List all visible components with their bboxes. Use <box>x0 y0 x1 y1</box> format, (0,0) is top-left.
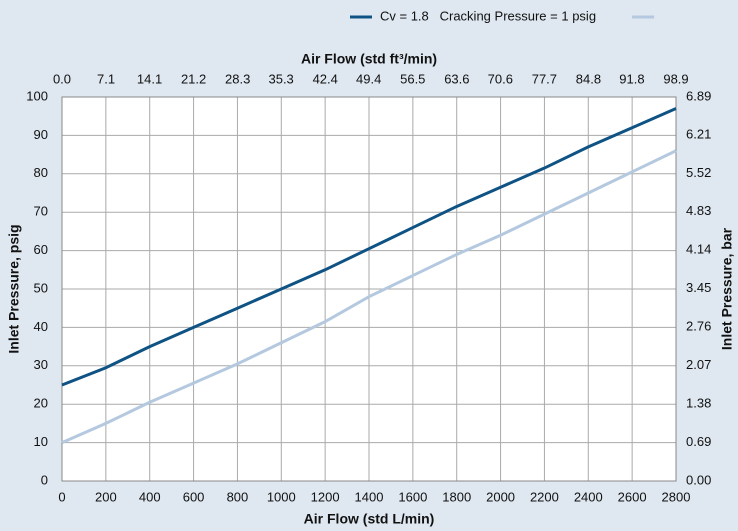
y2-tick-label: 5.52 <box>686 165 711 180</box>
y-tick-label: 40 <box>34 319 48 334</box>
x-tick-label: 600 <box>183 489 205 504</box>
x-tick-label: 2800 <box>662 489 691 504</box>
legend-label: Cv = 1.8 Cracking Pressure = 1 psig <box>380 8 596 23</box>
y2-tick-label: 6.89 <box>686 88 711 103</box>
y-tick-label: 80 <box>34 165 48 180</box>
x-tick-label: 2400 <box>574 489 603 504</box>
x2-tick-label: 77.7 <box>532 71 557 86</box>
x2-tick-label: 0.0 <box>53 71 71 86</box>
y-axis-title: Inlet Pressure, psig <box>6 224 22 353</box>
y2-tick-label: 4.14 <box>686 242 711 257</box>
x-tick-label: 800 <box>227 489 249 504</box>
x2-axis-title: Air Flow (std ft³/min) <box>301 51 437 67</box>
x-tick-label: 2000 <box>486 489 515 504</box>
x2-tick-label: 84.8 <box>576 71 601 86</box>
x2-tick-label: 14.1 <box>137 71 162 86</box>
y-tick-label: 50 <box>34 280 48 295</box>
y2-tick-label: 2.07 <box>686 357 711 372</box>
y2-tick-label: 0.00 <box>686 472 711 487</box>
y2-tick-label: 2.76 <box>686 319 711 334</box>
x2-tick-label: 21.2 <box>181 71 206 86</box>
y-tick-label: 20 <box>34 396 48 411</box>
y2-tick-label: 1.38 <box>686 396 711 411</box>
x-tick-label: 0 <box>58 489 65 504</box>
y2-tick-label: 0.69 <box>686 434 711 449</box>
x-tick-label: 1200 <box>311 489 340 504</box>
x2-tick-label: 63.6 <box>444 71 469 86</box>
y-tick-label: 100 <box>26 88 48 103</box>
x2-tick-label: 98.9 <box>663 71 688 86</box>
y2-tick-label: 3.45 <box>686 280 711 295</box>
y-tick-label: 70 <box>34 204 48 219</box>
x2-tick-label: 49.4 <box>356 71 381 86</box>
x2-tick-label: 35.3 <box>268 71 293 86</box>
x2-tick-label: 91.8 <box>619 71 644 86</box>
x-tick-label: 1000 <box>267 489 296 504</box>
x-axis-title: Air Flow (std L/min) <box>304 511 435 527</box>
y2-axis-title: Inlet Pressure, bar <box>719 227 735 350</box>
y-tick-label: 60 <box>34 242 48 257</box>
x-tick-label: 1800 <box>442 489 471 504</box>
x-tick-label: 2200 <box>530 489 559 504</box>
x2-tick-label: 42.4 <box>313 71 338 86</box>
x2-tick-label: 28.3 <box>225 71 250 86</box>
y2-tick-label: 4.83 <box>686 203 711 218</box>
x2-tick-label: 7.1 <box>97 71 115 86</box>
series-line <box>61 107 677 387</box>
y-tick-label: 30 <box>34 357 48 372</box>
plot-border <box>61 96 677 482</box>
x2-tick-label: 56.5 <box>400 71 425 86</box>
y-tick-label: 10 <box>34 434 48 449</box>
x-tick-label: 400 <box>139 489 161 504</box>
x-tick-label: 2600 <box>618 489 647 504</box>
y2-tick-label: 6.21 <box>686 126 711 141</box>
y-tick-label: 90 <box>34 127 48 142</box>
x-tick-label: 1400 <box>355 489 384 504</box>
series-line <box>61 149 677 444</box>
x-tick-label: 200 <box>95 489 117 504</box>
x2-tick-label: 70.6 <box>488 71 513 86</box>
y-tick-label: 0 <box>41 472 48 487</box>
x-tick-label: 1600 <box>398 489 427 504</box>
